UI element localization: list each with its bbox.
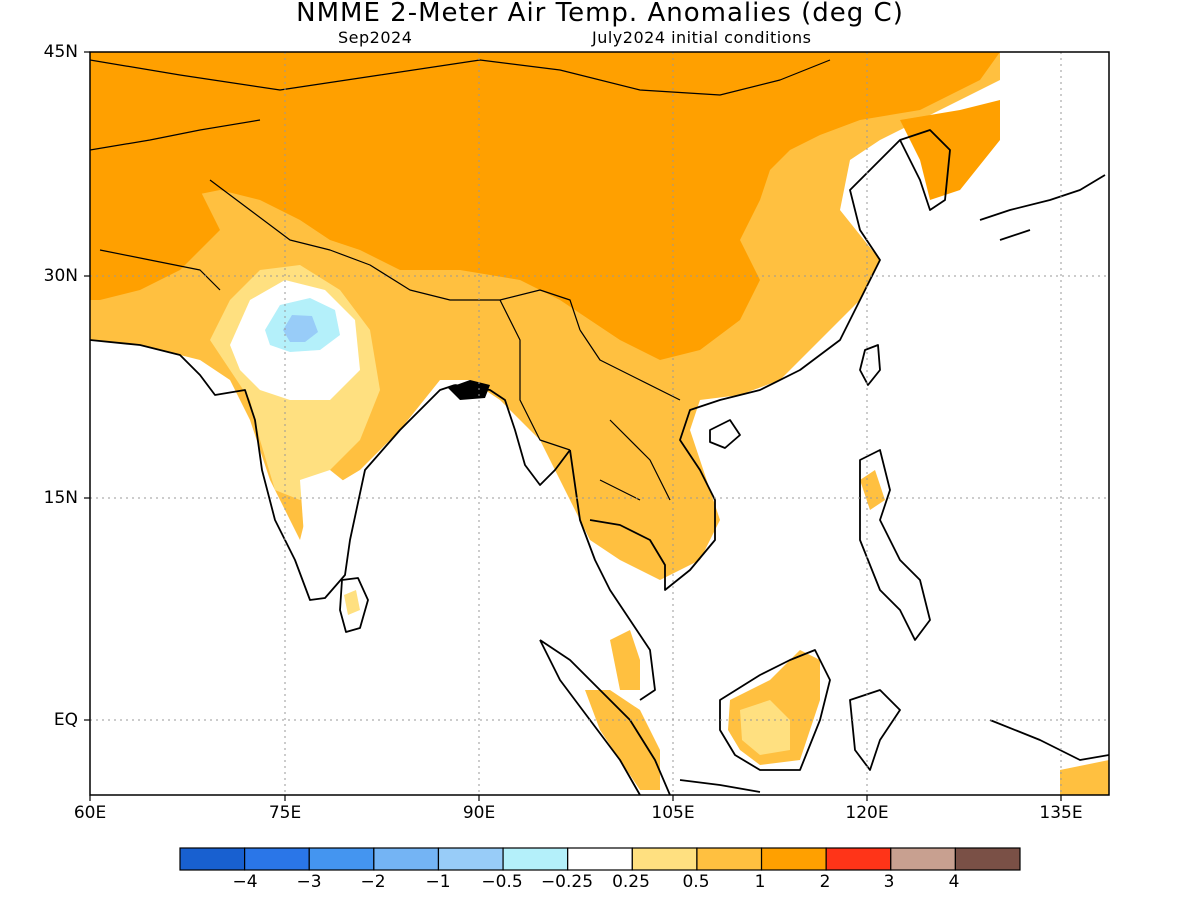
coastline-bay-of-bengal (454, 384, 571, 486)
colorbar-segment (890, 847, 956, 871)
anomaly-region-png (1060, 760, 1109, 795)
colorbar-label: −1 (425, 872, 451, 892)
anomaly-region-blue (283, 315, 318, 342)
colorbar (179, 847, 1021, 871)
lon-label-60e: 60E (73, 803, 107, 823)
anomaly-region-sri-lanka (344, 590, 360, 615)
anomaly-region-sumatra (585, 690, 660, 790)
coastline-philippines (859, 449, 931, 641)
lat-label-eq: EQ (53, 710, 78, 730)
lon-label-135e: 135E (1039, 803, 1083, 823)
colorbar-label: −3 (296, 872, 322, 892)
lon-label-75e: 75E (268, 803, 302, 823)
colorbar-segment (502, 847, 569, 871)
colorbar-segment (244, 847, 310, 871)
anomaly-region-dark-orange (90, 52, 1000, 360)
anomaly-shading (90, 52, 1109, 795)
border-central-asia (90, 119, 261, 291)
colorbar-segment (437, 847, 504, 871)
coastline-hainan (709, 419, 741, 449)
coastline-taiwan (859, 344, 881, 386)
colorbar-label: 0.5 (682, 872, 710, 892)
colorbar-label: −4 (232, 872, 258, 892)
map-title: NMME 2-Meter Air Temp. Anomalies (deg C) (296, 0, 904, 28)
colorbar-label: 4 (948, 872, 960, 892)
lon-label-120e: 120E (845, 803, 889, 823)
coastline-java (679, 779, 761, 793)
colorbar-label: 1 (754, 872, 766, 892)
colorbar-segment (631, 847, 698, 871)
lat-label-15n: 15N (43, 488, 78, 508)
lon-label-105e: 105E (651, 803, 695, 823)
coastline-new-guinea (989, 719, 1109, 761)
anomaly-region-borneo-yellow (740, 700, 790, 755)
forecast-month: Sep2024 (338, 28, 413, 47)
colorbar-segment (308, 847, 375, 871)
colorbar-label: 2 (819, 872, 831, 892)
border-myanmar (499, 299, 571, 451)
gridlines (90, 52, 1109, 795)
initial-conditions: July2024 initial conditions (592, 28, 812, 47)
colorbar-segment (696, 847, 763, 871)
anomaly-region-malaya (610, 630, 640, 690)
anomaly-region-philippines (860, 470, 885, 510)
colorbar-segment (760, 847, 827, 871)
colorbar-label: −0.25 (540, 872, 594, 892)
coastline-korea (899, 129, 951, 211)
coastline-borneo (719, 649, 831, 771)
coastline-sri-lanka (339, 577, 369, 633)
colorbar-segment (954, 847, 1021, 871)
border-himalaya (209, 179, 581, 331)
colorbar-segment (567, 847, 633, 871)
colorbar-segment (179, 847, 246, 871)
border-china-north (90, 59, 831, 96)
lon-label-90e: 90E (462, 803, 496, 823)
colorbar-label: 3 (883, 872, 895, 892)
colorbar-segment (825, 847, 892, 871)
anomaly-region-dark-orange-afghanistan (90, 150, 220, 300)
colorbar-segment (373, 847, 440, 871)
coastline-japan (979, 174, 1106, 241)
colorbar-label: 0.25 (612, 872, 650, 892)
colorbar-label: −2 (360, 872, 386, 892)
border-indochina (579, 329, 681, 501)
lat-label-30n: 30N (43, 266, 78, 286)
tick-marks (84, 51, 1062, 801)
colorbar-label: −0.5 (481, 872, 523, 892)
coastline-sulawesi (849, 689, 901, 771)
map-frame (89, 51, 1110, 796)
lat-label-45n: 45N (43, 42, 78, 62)
